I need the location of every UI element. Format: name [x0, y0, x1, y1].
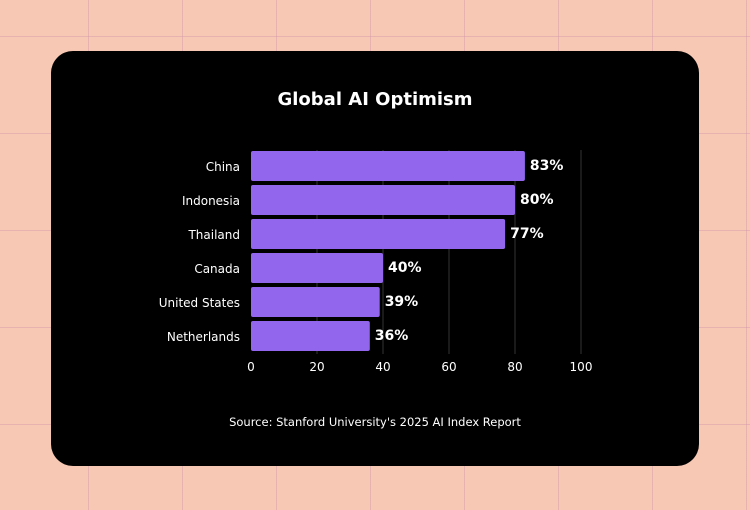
y-tick-label: Canada: [194, 262, 240, 276]
data-label: 80%: [520, 192, 554, 208]
x-tick-label: 0: [247, 360, 255, 374]
x-tick-label: 100: [570, 360, 593, 374]
data-label: 77%: [510, 226, 544, 242]
bar: [251, 151, 525, 181]
x-tick-label: 60: [441, 360, 456, 374]
bar: [251, 185, 515, 215]
bar: [251, 253, 383, 283]
x-tick-label: 40: [375, 360, 390, 374]
y-tick-label: Netherlands: [167, 330, 240, 344]
data-label: 40%: [388, 260, 422, 276]
y-tick-label: Thailand: [187, 228, 240, 242]
y-tick-label: Indonesia: [182, 194, 240, 208]
data-label: 83%: [530, 158, 564, 174]
chart-title: Global AI Optimism: [277, 89, 473, 110]
chart-card: Global AI Optimism 0 20 40 60 80 100 China 83% I…: [51, 51, 699, 466]
bar: [251, 321, 370, 351]
x-tick-label: 80: [507, 360, 522, 374]
bar-chart: 0 20 40 60 80 100 China 83% Indonesia 80% Thailand…: [159, 150, 593, 374]
y-tick-label: United States: [159, 296, 240, 310]
bar: [251, 219, 506, 249]
y-tick-label: China: [206, 160, 240, 174]
data-label: 36%: [375, 328, 409, 344]
chart-source: Source: Stanford University's 2025 AI In…: [229, 415, 521, 429]
x-tick-label: 20: [309, 360, 324, 374]
data-label: 39%: [385, 294, 419, 310]
bar: [251, 287, 380, 317]
